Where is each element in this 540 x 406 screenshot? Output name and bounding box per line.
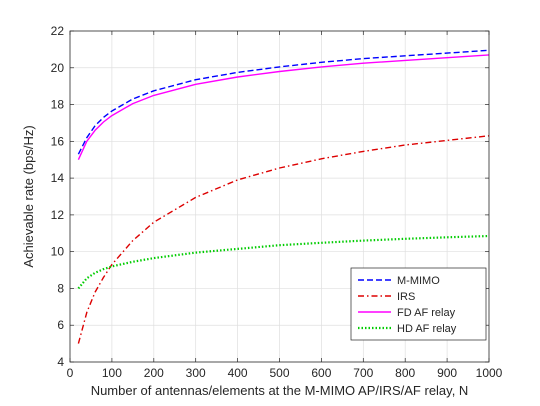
legend-label: M-MIMO: [397, 275, 440, 287]
y-tick-label: 6: [57, 318, 64, 332]
series-line-fd-af-relay: [77, 54, 490, 160]
y-tick-label: 22: [51, 24, 65, 38]
x-tick-label: 200: [144, 366, 164, 380]
y-tick-label: 4: [57, 355, 64, 369]
x-tick-label: 900: [437, 366, 457, 380]
legend-label: FD AF relay: [397, 307, 456, 319]
x-tick-label: 700: [353, 366, 373, 380]
x-axis-label: Number of antennas/elements at the M-MIM…: [91, 383, 469, 398]
x-tick-label: 600: [311, 366, 331, 380]
x-tick-label: 800: [395, 366, 415, 380]
axis-ticks: 0 100 200 300 400 500 600 700 800 900 1000 4 6 8 10 12 1…: [51, 24, 503, 380]
x-tick-label: 0: [67, 366, 74, 380]
x-tick-label: 1000: [476, 366, 503, 380]
y-tick-label: 18: [51, 98, 65, 112]
x-tick-label: 100: [102, 366, 122, 380]
series-line-hd-af-relay: [77, 234, 490, 290]
x-tick-label: 300: [186, 366, 206, 380]
y-tick-label: 12: [51, 208, 65, 222]
series-line-m-mimo: [77, 49, 490, 155]
series-line-irs: [77, 135, 490, 344]
x-tick-label: 500: [269, 366, 289, 380]
y-tick-label: 14: [51, 171, 65, 185]
legend-label: IRS: [397, 291, 415, 303]
legend-label: HD AF relay: [397, 323, 457, 335]
legend: M-MIMO IRS FD AF relay HD AF relay: [350, 267, 487, 341]
series-lines: [77, 49, 490, 344]
y-tick-label: 10: [51, 245, 65, 259]
x-tick-label: 400: [228, 366, 248, 380]
y-tick-label: 16: [51, 134, 65, 148]
y-axis-label: Achievable rate (bps/Hz): [21, 125, 36, 267]
y-tick-label: 20: [51, 61, 65, 75]
y-tick-label: 8: [57, 281, 64, 295]
